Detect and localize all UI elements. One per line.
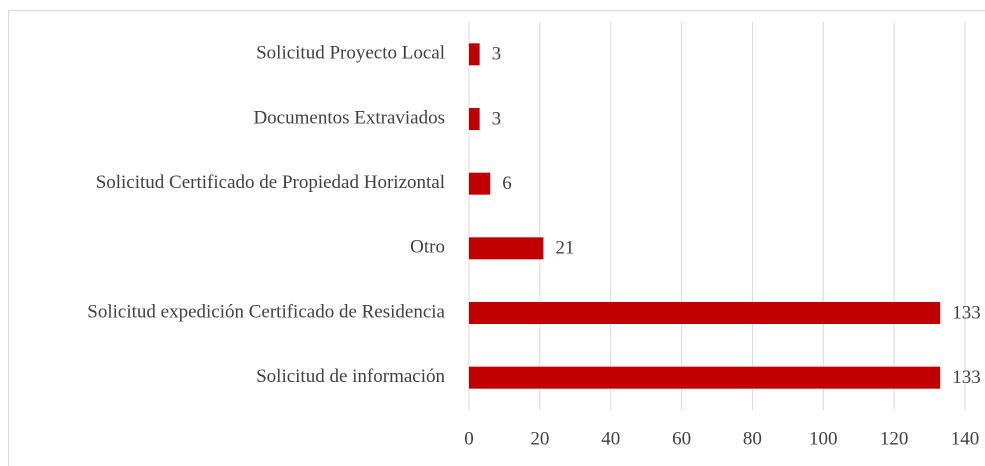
x-tick-label: 80 bbox=[743, 428, 762, 449]
data-label: 6 bbox=[502, 173, 512, 194]
chart-frame bbox=[8, 10, 985, 466]
bar bbox=[469, 108, 480, 130]
y-tick-label: Solicitud de información bbox=[256, 366, 445, 387]
data-label: 133 bbox=[952, 302, 981, 323]
x-tick-label: 40 bbox=[601, 428, 620, 449]
x-tick-label: 20 bbox=[530, 428, 549, 449]
data-label: 3 bbox=[492, 108, 502, 129]
bar bbox=[469, 172, 491, 195]
x-tick-label: 0 bbox=[464, 428, 474, 449]
x-tick-label: 100 bbox=[809, 428, 838, 449]
bar bbox=[469, 302, 941, 324]
data-label: 21 bbox=[555, 238, 574, 259]
y-tick-label: Documentos Extraviados bbox=[253, 107, 445, 128]
data-label: 3 bbox=[492, 44, 502, 65]
x-tick-label: 120 bbox=[880, 428, 909, 449]
y-tick-label: Solicitud Proyecto Local bbox=[256, 43, 445, 64]
y-tick-label: Solicitud Certificado de Propiedad Horiz… bbox=[96, 172, 445, 193]
x-tick-label: 60 bbox=[672, 428, 691, 449]
y-tick-label: Solicitud expedición Certificado de Resi… bbox=[87, 301, 445, 322]
y-tick-label: Otro bbox=[410, 237, 445, 258]
bar bbox=[469, 366, 941, 389]
bar bbox=[469, 43, 480, 66]
data-label: 133 bbox=[952, 367, 981, 388]
x-tick-label: 140 bbox=[951, 428, 980, 449]
bar bbox=[469, 237, 544, 260]
